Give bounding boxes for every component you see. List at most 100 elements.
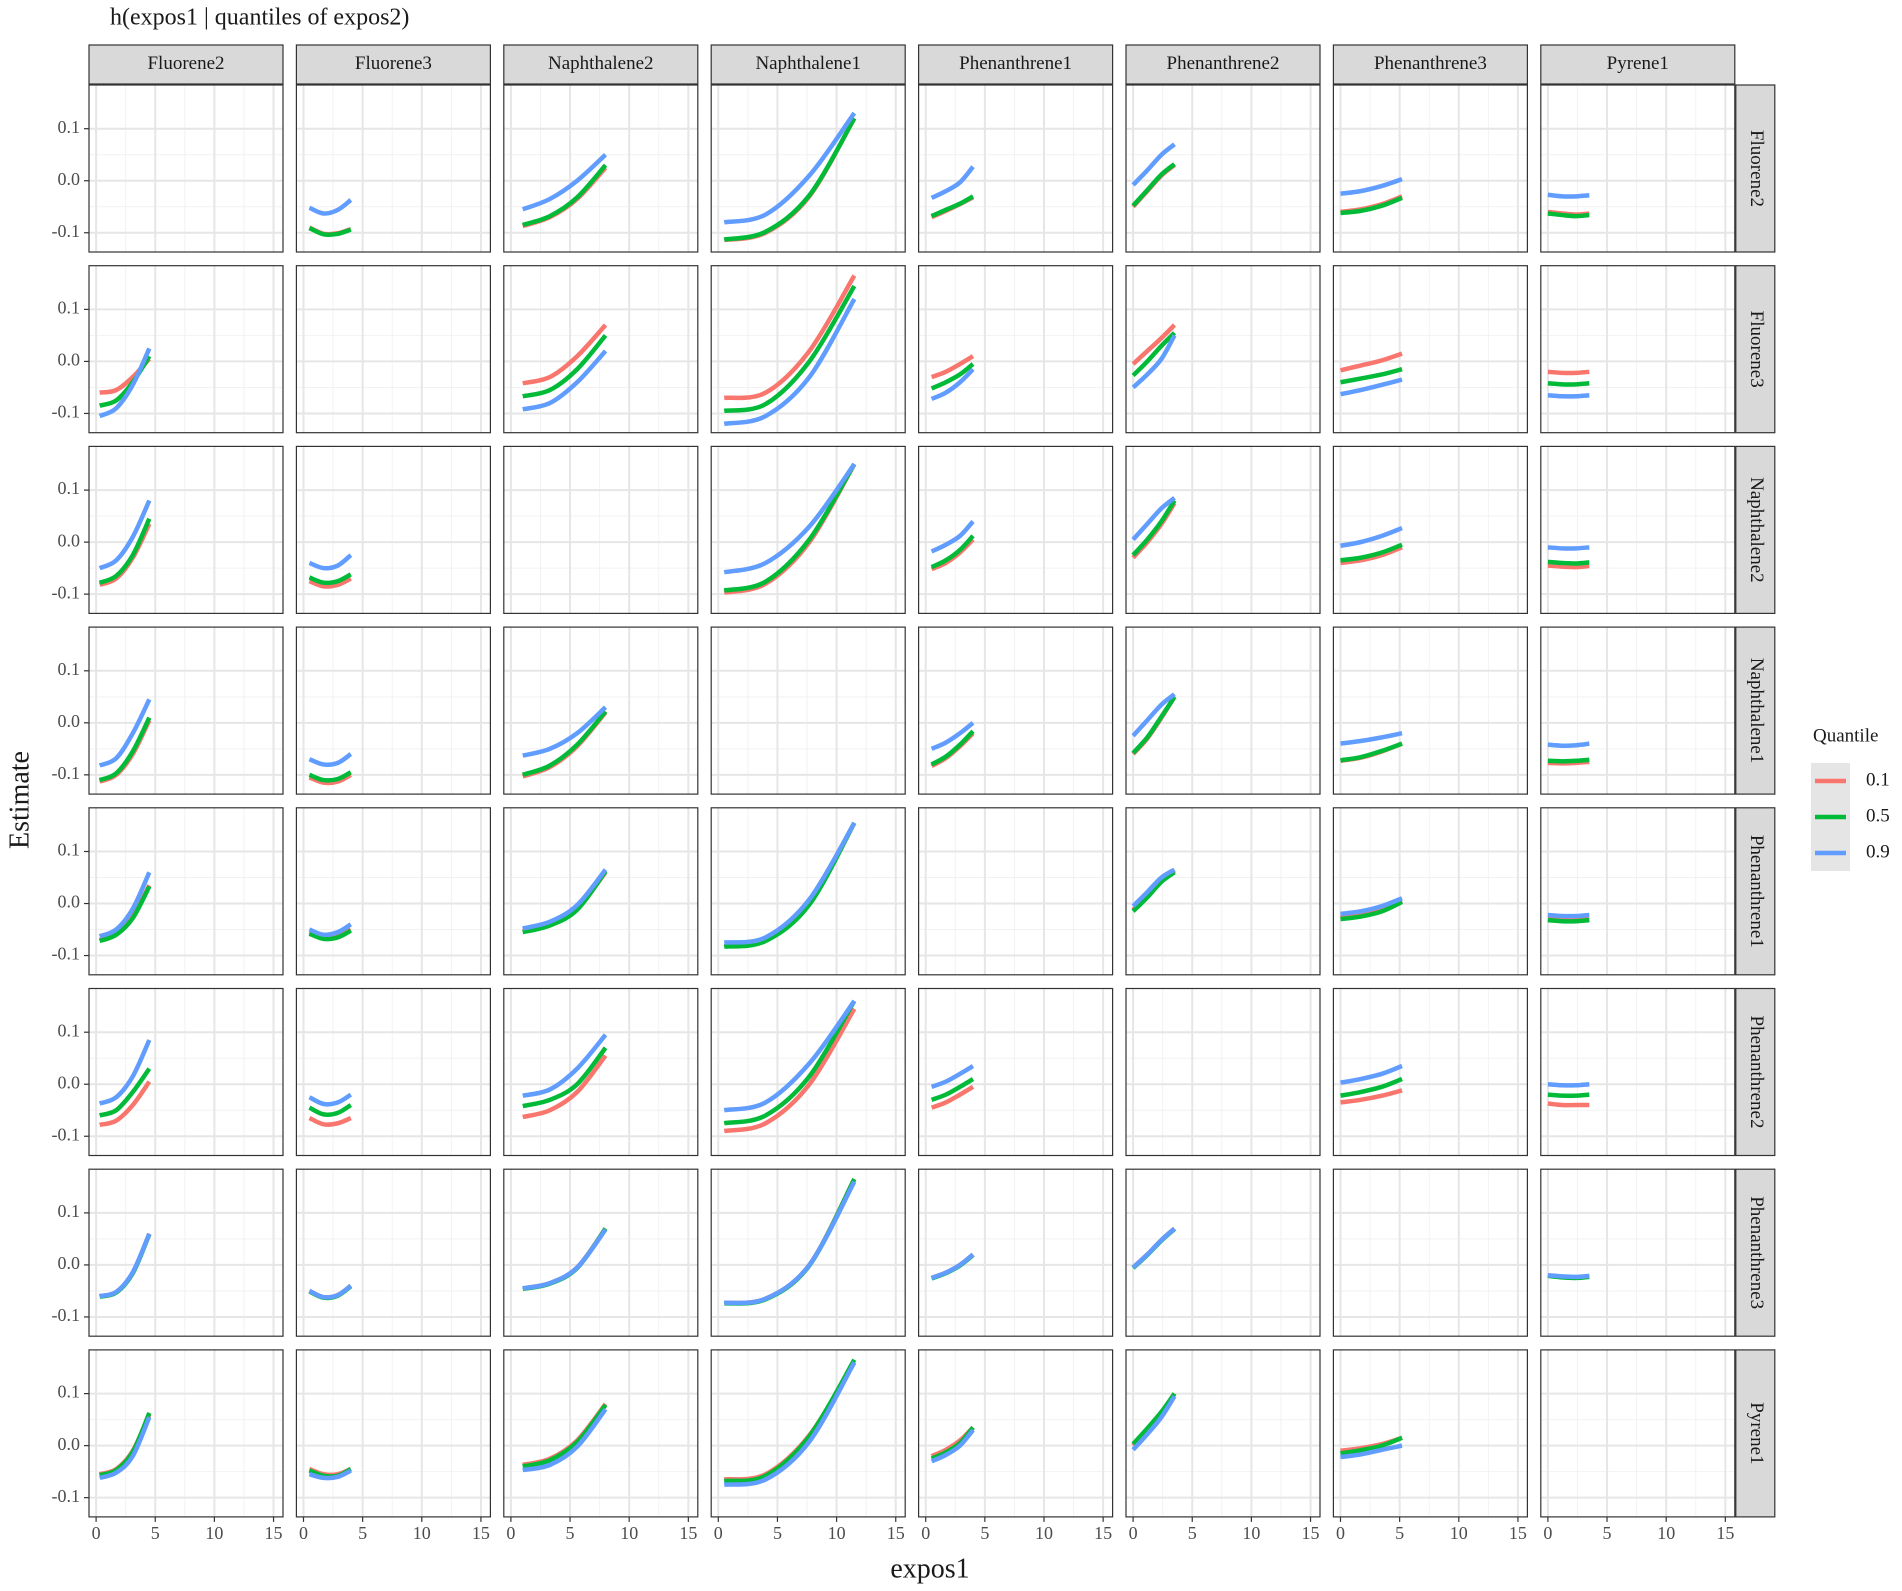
quantile-line [308,1468,352,1481]
quantile-line [522,333,608,399]
strip [295,44,491,85]
panel-border [917,1349,1114,1518]
strip [503,44,699,85]
x-tick-label: 0 [1129,1523,1138,1543]
panel [1333,627,1528,795]
panel [503,1169,698,1337]
quantile-line [308,922,353,938]
y-tick-label: 0.1 [58,1020,81,1040]
panel [1540,627,1735,795]
panel-border [88,265,284,434]
quantile-line [1340,545,1403,566]
panel-border [503,626,699,795]
quantile-line [98,517,152,585]
panel-border [295,987,491,1157]
x-tick-label: 5 [358,1523,367,1543]
quantile-line [1131,1395,1177,1452]
quantile-line [308,576,352,589]
quantile-line [98,698,152,768]
x-tick-label: 15 [1302,1523,1320,1543]
panel-border [295,445,491,614]
quantile-line [723,1180,857,1306]
panel-border [1540,807,1736,976]
quantile-line [930,194,975,219]
panel [1333,446,1528,614]
quantile-line [930,362,975,391]
panel [1540,988,1735,1156]
quantile-line [308,1103,353,1117]
quantile-line [98,1039,152,1106]
quantile-line [1340,896,1403,917]
quantile-line [1131,692,1176,738]
quantile-line [1547,917,1590,924]
x-tick-label: 10 [413,1523,431,1543]
quantile-line [308,928,352,942]
panel-border [503,84,699,253]
x-tick-label: 10 [828,1523,846,1543]
quantile-line [1340,1443,1403,1460]
y-tick-label: 0.0 [58,1434,81,1454]
quantile-line [522,1054,608,1120]
quantile-line [98,1416,152,1481]
quantile-line [1547,381,1590,387]
legend-label: 0.5 [1866,805,1890,826]
panel [296,988,491,1156]
quantile-line [522,1407,608,1473]
x-tick-label: 10 [620,1523,638,1543]
quantile-line [1340,731,1403,746]
strip [1735,1349,1776,1518]
panel [296,807,491,975]
quantile-line [723,1007,857,1134]
quantile-line [930,165,975,200]
x-tick-label: 15 [1716,1523,1734,1543]
quantile-line [1547,192,1590,199]
y-tick-label: 0.0 [58,1253,81,1273]
panel-border [503,265,699,434]
panel-border [917,987,1114,1157]
quantile-line [1547,912,1590,919]
quantile-line [1131,1226,1176,1270]
quantile-line [1547,563,1590,570]
quantile-line [98,499,152,571]
row-label: Naphthalene2 [1746,477,1767,583]
panel [918,1169,1113,1337]
quantile-line [930,729,975,767]
quantile-line [723,999,857,1126]
quantile-line [1340,899,1403,922]
column-label: Fluorene2 [147,53,224,74]
panel-border [1332,1349,1529,1518]
panel-border [710,1168,906,1337]
column-label: Phenanthrene3 [1374,53,1487,74]
row-label: Phenanthrene2 [1746,1016,1767,1129]
panel-border [710,626,906,795]
panel-border [710,807,906,976]
row-label: Pyrene1 [1746,1402,1767,1464]
quantile-line [1340,1076,1403,1098]
quantile-line [308,752,353,767]
column-label: Phenanthrene2 [1167,53,1280,74]
quantile-line [308,1115,352,1127]
panel [918,1349,1113,1517]
panel-border [1125,1349,1321,1518]
quantile-line [522,163,608,228]
panel-border [88,807,284,976]
x-tick-label: 0 [1543,1523,1552,1543]
quantile-line [1340,1435,1403,1456]
quantile-line [1547,211,1590,219]
panel [1126,807,1320,975]
x-tick-label: 0 [714,1523,723,1543]
x-tick-label: 10 [1657,1523,1675,1543]
panel [89,85,283,252]
panel [1333,85,1528,252]
quantile-line [1340,525,1403,548]
strip [1540,44,1736,85]
panel [89,1349,283,1517]
panel-border [295,265,491,434]
panel [503,807,698,975]
quantile-line [522,323,608,386]
panel [1540,1349,1735,1517]
x-tick-label: 10 [1450,1523,1468,1543]
panel-border [1332,626,1529,795]
panel-border [88,445,284,614]
y-tick-label: 0.0 [58,350,81,370]
